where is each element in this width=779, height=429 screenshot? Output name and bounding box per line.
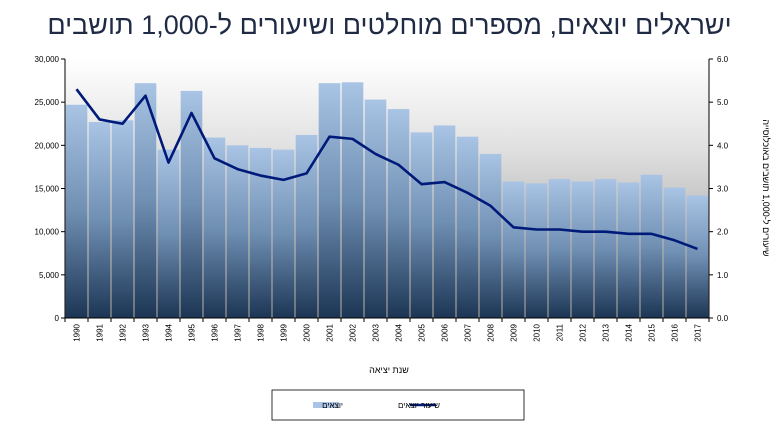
y-tick-label: 10,000: [35, 228, 60, 237]
x-tick-label: 2010: [533, 323, 542, 341]
x-tick-label: 1992: [119, 323, 128, 341]
x-tick-label: 2007: [464, 323, 473, 341]
bar-2015: [640, 174, 663, 318]
bar-2000: [295, 134, 318, 318]
bar-1996: [203, 137, 226, 318]
bar-1999: [272, 149, 295, 318]
y2-tick-label: 1.0: [717, 271, 729, 280]
bar-2008: [479, 153, 502, 318]
x-tick-label: 2001: [326, 323, 335, 341]
legend: יוצאים שיעור יוצאים: [271, 389, 525, 421]
x-tick-label: 2016: [671, 323, 680, 341]
x-tick-label: 2017: [694, 323, 703, 341]
y2-tick-label: 2.0: [717, 228, 729, 237]
bar-2005: [410, 132, 433, 318]
rate-line: [75, 88, 698, 251]
bar-1998: [249, 147, 272, 318]
x-tick-label: 1999: [280, 323, 289, 341]
bar-2013: [594, 179, 617, 318]
x-tick-label: 1991: [96, 323, 105, 341]
x-axis-label: שנת יציאה: [369, 365, 409, 375]
bar-1992: [111, 120, 134, 319]
bar-2010: [525, 183, 548, 318]
x-tick-label: 2004: [395, 323, 404, 341]
bar-2017: [686, 195, 709, 318]
x-tick-label: 1993: [142, 323, 151, 341]
y-tick-label: 30,000: [35, 55, 60, 64]
bar-2004: [387, 109, 410, 318]
x-tick-label: 2008: [487, 323, 496, 341]
bar-2006: [433, 125, 456, 318]
bar-2001: [318, 83, 341, 318]
bar-1993: [134, 83, 157, 318]
bar-2003: [364, 99, 387, 319]
bar-2007: [456, 136, 479, 318]
y-tick-label: 0: [55, 314, 60, 323]
bar-2009: [502, 181, 525, 318]
bar-2002: [341, 82, 364, 318]
bar-1990: [65, 104, 88, 318]
x-tick-label: 2003: [372, 323, 381, 341]
y2-tick-label: 4.0: [717, 141, 729, 150]
x-tick-label: 2006: [441, 323, 450, 341]
y2-tick-label: 3.0: [717, 185, 729, 194]
bar-1994: [157, 149, 180, 318]
x-tick-label: 1995: [188, 323, 197, 341]
x-tick-label: 2011: [556, 323, 565, 341]
x-tick-label: 2002: [349, 323, 358, 341]
x-tick-label: 2015: [648, 323, 657, 341]
bar-2012: [571, 181, 594, 318]
bar-1995: [180, 90, 203, 319]
x-tick-label: 2005: [418, 323, 427, 341]
x-tick-label: 1997: [234, 323, 243, 341]
y2-tick-label: 0.0: [717, 314, 729, 323]
bar-2011: [548, 179, 571, 318]
y-tick-label: 5,000: [39, 271, 60, 280]
x-tick-label: 2009: [510, 323, 519, 341]
x-tick-label: 1996: [211, 323, 220, 341]
bar-2014: [617, 182, 640, 318]
legend-bar-swatch: [313, 402, 339, 408]
legend-bar-label: יוצאים: [322, 401, 343, 410]
y2-tick-label: 6.0: [717, 55, 729, 64]
x-tick-label: 2012: [579, 323, 588, 341]
x-tick-label: 1990: [73, 323, 82, 341]
x-tick-label: 1994: [165, 323, 174, 341]
legend-line-label: שיעור יוצאים: [398, 401, 440, 410]
y2-tick-label: 5.0: [717, 98, 729, 107]
bar-1991: [88, 122, 111, 318]
x-tick-label: 2013: [602, 323, 611, 341]
chart-title: ישראלים יוצאים, מספרים מוחלטים ושיעורים …: [47, 10, 732, 40]
x-tick-label: 1998: [257, 323, 266, 341]
y-tick-label: 15,000: [35, 185, 60, 194]
x-tick-label: 2000: [303, 323, 312, 341]
bar-1997: [226, 145, 249, 318]
x-tick-label: 2014: [625, 323, 634, 341]
bar-2016: [663, 187, 686, 318]
y-tick-label: 25,000: [35, 98, 60, 107]
y2-axis-label: שיעורים ל-1,000 תושבים באוכלוסייה: [761, 119, 771, 257]
y-tick-label: 20,000: [35, 141, 60, 150]
